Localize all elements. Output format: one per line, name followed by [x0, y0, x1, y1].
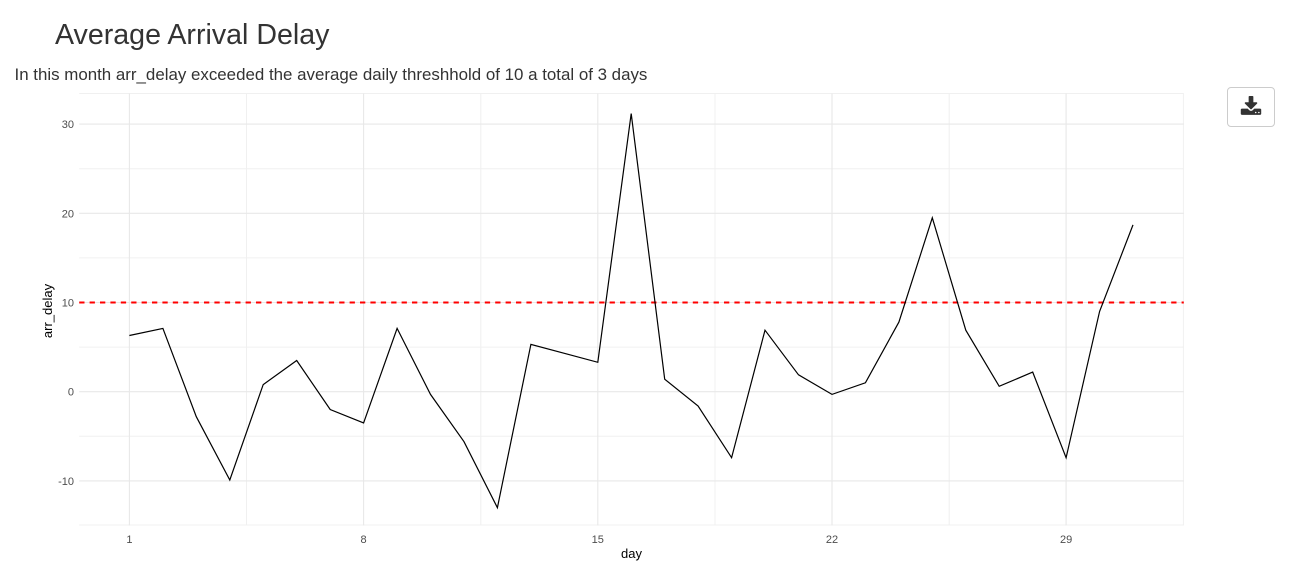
- svg-text:30: 30: [62, 119, 74, 131]
- svg-text:-10: -10: [58, 476, 74, 488]
- svg-text:10: 10: [62, 298, 74, 310]
- svg-text:29: 29: [1060, 534, 1072, 546]
- svg-text:22: 22: [826, 534, 838, 546]
- svg-text:0: 0: [68, 387, 74, 399]
- svg-text:arr_delay: arr_delay: [40, 283, 55, 338]
- svg-text:8: 8: [361, 534, 367, 546]
- svg-text:1: 1: [126, 534, 132, 546]
- svg-text:15: 15: [592, 534, 604, 546]
- svg-text:20: 20: [62, 208, 74, 220]
- svg-text:day: day: [621, 546, 642, 561]
